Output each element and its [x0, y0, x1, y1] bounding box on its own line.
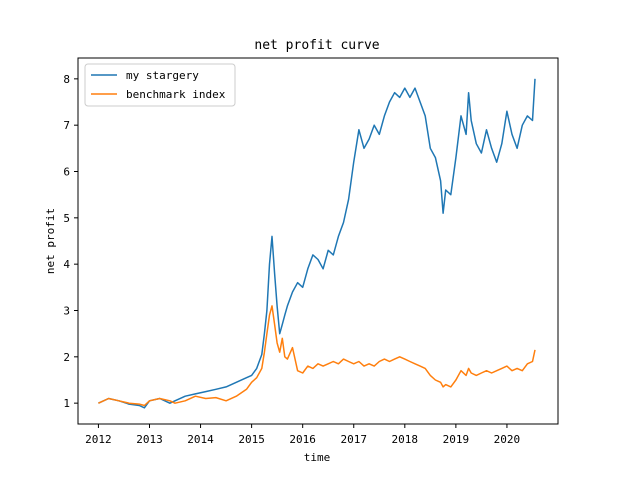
plot-series [98, 78, 536, 409]
x-tick-label: 2016 [289, 433, 316, 446]
legend-label-my-stargery: my stargery [126, 69, 199, 82]
y-axis-label: net profit [44, 208, 57, 274]
y-tick-label: 3 [63, 304, 70, 317]
y-tick-label: 5 [63, 212, 70, 225]
x-tick-label: 2019 [443, 433, 470, 446]
y-tick-label: 6 [63, 166, 70, 179]
x-tick-label: 2015 [238, 433, 265, 446]
y-tick-label: 1 [63, 397, 70, 410]
y-tick-label: 4 [63, 258, 70, 271]
legend: my stargery benchmark index [84, 63, 236, 107]
x-tick-label: 2017 [340, 433, 367, 446]
chart-title: net profit curve [254, 38, 379, 53]
x-tick-label: 2012 [85, 433, 112, 446]
x-tick-label: 2013 [136, 433, 163, 446]
x-axis: 2012 2013 2014 2015 2016 2017 2018 2019 2020 [85, 424, 520, 446]
x-tick-label: 2018 [392, 433, 419, 446]
y-tick-label: 7 [63, 119, 70, 132]
x-axis-label: time [304, 451, 331, 464]
y-tick-label: 2 [63, 351, 70, 364]
series-line-my-stargery [98, 78, 536, 409]
series-line-benchmark-index [98, 305, 536, 407]
x-tick-label: 2020 [494, 433, 521, 446]
y-tick-label: 8 [63, 73, 70, 86]
legend-box [84, 63, 236, 107]
legend-label-benchmark-index: benchmark index [126, 88, 226, 101]
y-axis: 1 2 3 4 5 6 7 8 [63, 73, 78, 410]
x-tick-label: 2014 [187, 433, 214, 446]
plot-frame [77, 57, 559, 425]
